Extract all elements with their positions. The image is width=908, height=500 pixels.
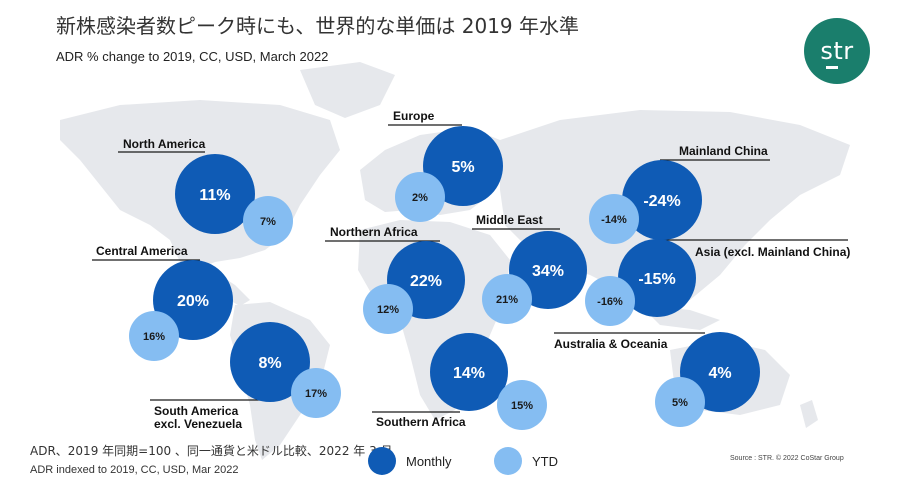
value-ytd-central-america: 16% — [143, 331, 165, 343]
value-ytd-northern-africa: 12% — [377, 304, 399, 316]
continent-new-zealand — [800, 400, 818, 428]
bubble-ytd-southern-africa — [497, 380, 547, 430]
value-ytd-north-america: 7% — [260, 216, 276, 228]
value-monthly-southern-africa: 14% — [453, 365, 485, 382]
value-monthly-europe: 5% — [451, 159, 474, 176]
legend-monthly: Monthly — [368, 447, 452, 475]
region-label-australia-oceania: Australia & Oceania — [554, 337, 668, 351]
bubble-ytd-asia-excl-mainland-china — [585, 276, 635, 326]
value-monthly-south-america-excl-venezuela: 8% — [258, 355, 281, 372]
value-monthly-mainland-china: -24% — [643, 193, 680, 210]
region-label-middle-east: Middle East — [476, 213, 543, 227]
value-ytd-europe: 2% — [412, 192, 428, 204]
source-note: Source : STR. © 2022 CoStar Group — [730, 455, 844, 462]
value-monthly-north-america: 11% — [199, 187, 230, 204]
region-label-northern-africa: Northern Africa — [330, 225, 418, 239]
continent-greenland — [300, 62, 395, 118]
value-ytd-asia-excl-mainland-china: -16% — [597, 296, 623, 308]
legend-monthly-label: Monthly — [406, 453, 452, 469]
value-ytd-southern-africa: 15% — [511, 400, 533, 412]
legend-monthly-swatch — [368, 447, 396, 475]
legend-ytd: YTD — [494, 447, 558, 475]
logo-text: str — [820, 37, 854, 65]
bubble-ytd-central-america — [129, 311, 179, 361]
bubble-ytd-europe — [395, 172, 445, 222]
value-ytd-mainland-china: -14% — [601, 214, 627, 226]
region-labels: North America Central America South Americ… — [96, 109, 850, 431]
value-monthly-northern-africa: 22% — [410, 273, 442, 290]
bubble-monthly-southern-africa — [430, 333, 508, 411]
bubble-monthly-south-america-excl-venezuela — [230, 322, 310, 402]
bubble-monthly-europe — [423, 126, 503, 206]
value-monthly-asia-excl-mainland-china: -15% — [638, 271, 675, 288]
footnote-english: ADR indexed to 2019, CC, USD, Mar 2022 — [30, 464, 239, 476]
value-ytd-south-america-excl-venezuela: 17% — [305, 388, 327, 400]
page-title: 新株感染者数ピーク時にも、世界的な単価は 2019 年水準 — [56, 14, 580, 38]
bubble-ytd-australia-oceania — [655, 377, 705, 427]
str-logo: str — [804, 18, 870, 84]
logo-underline — [826, 66, 838, 69]
bubble-ytd-mainland-china — [589, 194, 639, 244]
bubbles: 11% 7% 20% 16% 8% 17% 5% 2% 22% 12% 14% 15% 34% 21% -2… — [129, 126, 760, 430]
bubble-monthly-north-america — [175, 154, 255, 234]
value-ytd-middle-east: 21% — [496, 294, 518, 306]
region-label-southern-africa: Southern Africa — [376, 415, 466, 429]
region-label-asia-excl-mainland-china: Asia (excl. Mainland China) — [695, 245, 850, 259]
bubble-monthly-asia-excl-mainland-china — [618, 239, 696, 317]
region-label-south-america-excl-venezuela: South America excl. Venezuela — [154, 404, 242, 431]
value-monthly-central-america: 20% — [177, 293, 209, 310]
chart-subtitle: ADR % change to 2019, CC, USD, March 202… — [56, 49, 329, 64]
legend-ytd-label: YTD — [532, 453, 558, 469]
region-label-north-america: North America — [123, 137, 206, 151]
bubble-monthly-mainland-china — [622, 160, 702, 240]
value-monthly-australia-oceania: 4% — [708, 365, 731, 382]
value-monthly-middle-east: 34% — [532, 263, 564, 280]
region-label-mainland-china: Mainland China — [679, 144, 768, 158]
bubble-ytd-northern-africa — [363, 284, 413, 334]
bubble-ytd-south-america-excl-venezuela — [291, 368, 341, 418]
leader-lines — [92, 124, 848, 413]
bubble-ytd-north-america — [243, 196, 293, 246]
footnote-japanese: ADR、2019 年同期=100 、同一通貨と米ドル比較、2022 年 3 月 — [30, 444, 393, 458]
region-label-central-america: Central America — [96, 244, 188, 258]
region-label-europe: Europe — [393, 109, 435, 123]
bubble-ytd-middle-east — [482, 274, 532, 324]
value-ytd-australia-oceania: 5% — [672, 397, 688, 409]
legend-ytd-swatch — [494, 447, 522, 475]
